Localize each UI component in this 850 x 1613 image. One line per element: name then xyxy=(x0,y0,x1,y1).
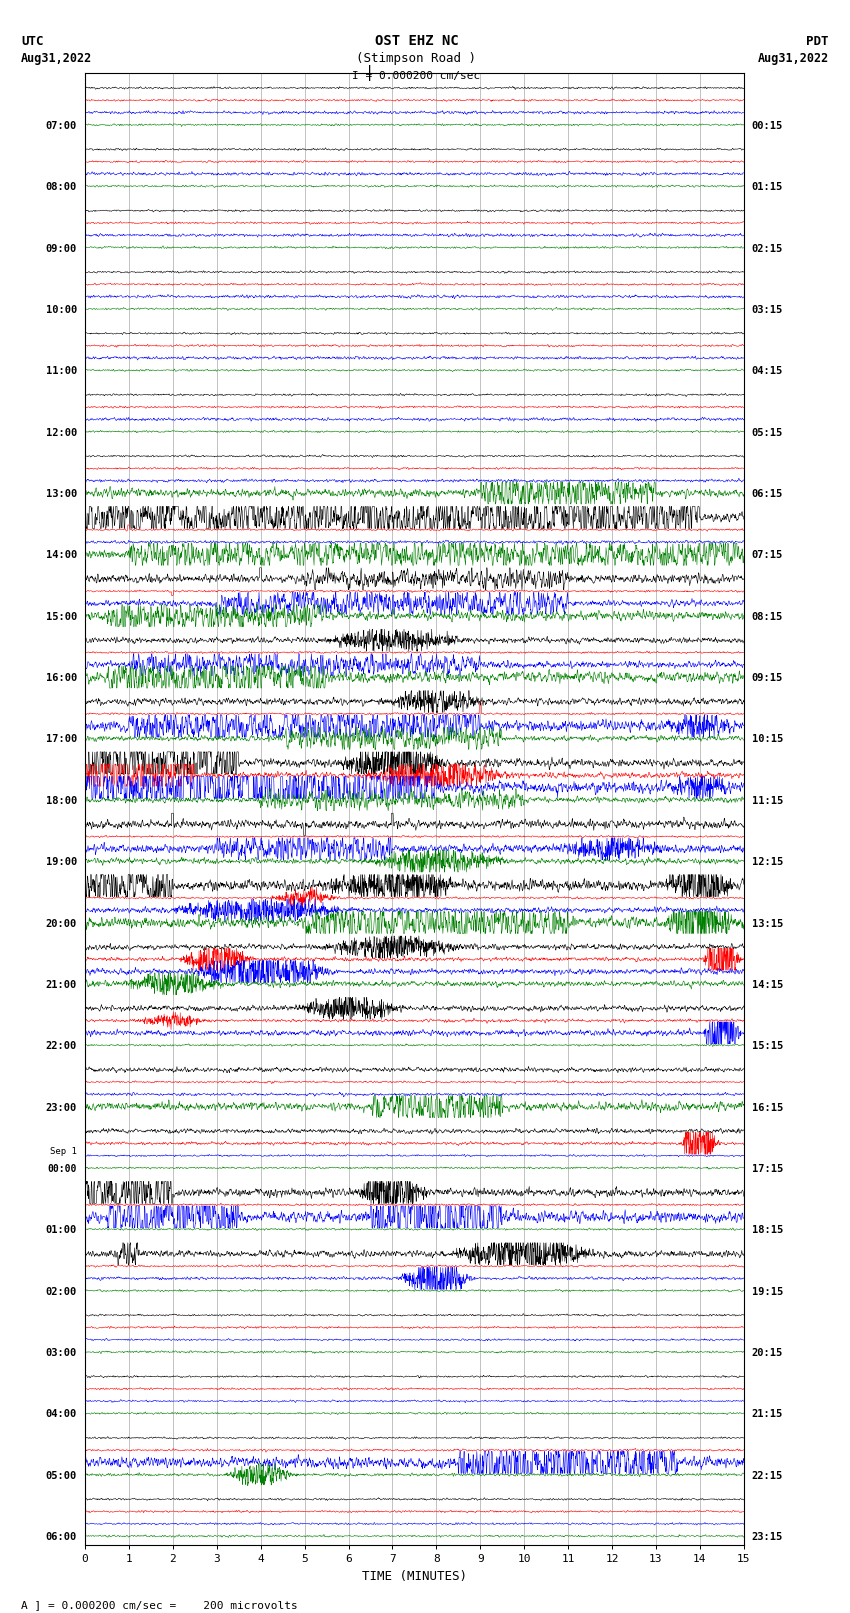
Text: 18:00: 18:00 xyxy=(46,795,77,806)
Text: 03:15: 03:15 xyxy=(751,305,783,315)
Text: 02:00: 02:00 xyxy=(46,1287,77,1297)
Text: 22:15: 22:15 xyxy=(751,1471,783,1481)
Text: 02:15: 02:15 xyxy=(751,244,783,253)
Text: 11:15: 11:15 xyxy=(751,795,783,806)
Text: 06:00: 06:00 xyxy=(46,1532,77,1542)
Text: 01:00: 01:00 xyxy=(46,1226,77,1236)
Text: PDT: PDT xyxy=(807,35,829,48)
Text: 10:15: 10:15 xyxy=(751,734,783,745)
Text: 00:00: 00:00 xyxy=(48,1165,77,1174)
Text: 04:00: 04:00 xyxy=(46,1410,77,1419)
Text: 18:15: 18:15 xyxy=(751,1226,783,1236)
Text: (Stimpson Road ): (Stimpson Road ) xyxy=(356,52,477,65)
Text: 19:15: 19:15 xyxy=(751,1287,783,1297)
Text: 15:15: 15:15 xyxy=(751,1042,783,1052)
Text: 11:00: 11:00 xyxy=(46,366,77,376)
Text: 08:00: 08:00 xyxy=(46,182,77,192)
Text: 14:15: 14:15 xyxy=(751,981,783,990)
X-axis label: TIME (MINUTES): TIME (MINUTES) xyxy=(362,1569,467,1582)
Text: 19:00: 19:00 xyxy=(46,857,77,868)
Text: Aug31,2022: Aug31,2022 xyxy=(21,52,93,65)
Text: 12:15: 12:15 xyxy=(751,857,783,868)
Text: Sep 1: Sep 1 xyxy=(50,1147,77,1155)
Text: OST EHZ NC: OST EHZ NC xyxy=(375,34,458,48)
Text: 23:00: 23:00 xyxy=(46,1103,77,1113)
Text: 16:15: 16:15 xyxy=(751,1103,783,1113)
Text: 05:15: 05:15 xyxy=(751,427,783,437)
Text: 17:15: 17:15 xyxy=(751,1165,783,1174)
Text: 20:00: 20:00 xyxy=(46,918,77,929)
Text: A ] = 0.000200 cm/sec =    200 microvolts: A ] = 0.000200 cm/sec = 200 microvolts xyxy=(21,1600,298,1610)
Text: Aug31,2022: Aug31,2022 xyxy=(757,52,829,65)
Text: 06:15: 06:15 xyxy=(751,489,783,498)
Text: UTC: UTC xyxy=(21,35,43,48)
Text: 21:00: 21:00 xyxy=(46,981,77,990)
Text: 01:15: 01:15 xyxy=(751,182,783,192)
Text: 12:00: 12:00 xyxy=(46,427,77,437)
Text: 16:00: 16:00 xyxy=(46,673,77,684)
Text: 05:00: 05:00 xyxy=(46,1471,77,1481)
Text: 13:15: 13:15 xyxy=(751,918,783,929)
Text: 20:15: 20:15 xyxy=(751,1348,783,1358)
Text: 09:15: 09:15 xyxy=(751,673,783,684)
Text: 21:15: 21:15 xyxy=(751,1410,783,1419)
Text: 22:00: 22:00 xyxy=(46,1042,77,1052)
Text: 23:15: 23:15 xyxy=(751,1532,783,1542)
Text: 07:15: 07:15 xyxy=(751,550,783,560)
Text: 00:15: 00:15 xyxy=(751,121,783,131)
Text: 04:15: 04:15 xyxy=(751,366,783,376)
Text: 15:00: 15:00 xyxy=(46,611,77,621)
Text: 03:00: 03:00 xyxy=(46,1348,77,1358)
Text: 09:00: 09:00 xyxy=(46,244,77,253)
Text: 14:00: 14:00 xyxy=(46,550,77,560)
Text: 08:15: 08:15 xyxy=(751,611,783,621)
Text: 10:00: 10:00 xyxy=(46,305,77,315)
Text: 13:00: 13:00 xyxy=(46,489,77,498)
Text: 07:00: 07:00 xyxy=(46,121,77,131)
Text: 17:00: 17:00 xyxy=(46,734,77,745)
Text: I = 0.000200 cm/sec: I = 0.000200 cm/sec xyxy=(353,71,480,81)
Text: |: | xyxy=(366,65,374,81)
